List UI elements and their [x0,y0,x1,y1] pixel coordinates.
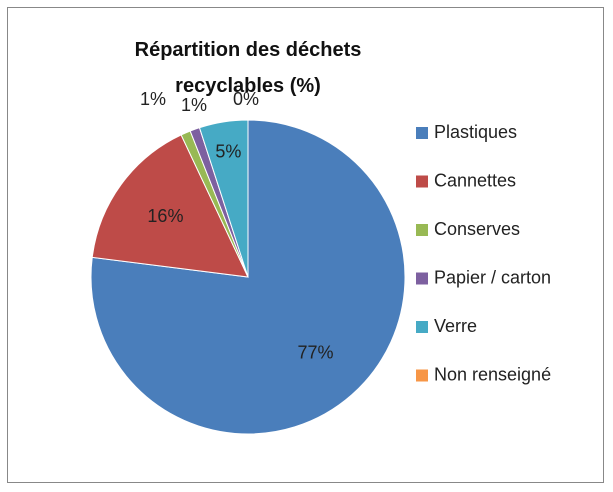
legend-swatch [416,369,428,382]
data-label: 0% [233,89,259,109]
data-label: 1% [181,95,207,115]
legend-swatch [416,175,428,188]
legend-swatch [416,321,428,333]
pie-slice [91,134,249,278]
data-label: 16% [147,206,183,226]
pie-slice [90,119,406,435]
legend-label: Conserves [434,219,520,239]
legend-label: Cannettes [434,170,516,190]
legend-swatch [416,272,428,285]
legend-label: Non renseigné [434,364,551,384]
legend-label: Verre [434,316,477,336]
legend-label: Plastiques [434,122,517,142]
data-label: 77% [297,342,333,362]
legend-swatch [416,224,428,236]
data-label: 5% [215,142,241,162]
legend-swatch [416,127,428,139]
data-label: 1% [140,89,166,109]
chart-frame [7,7,604,483]
chart-title: Répartition des déchets recyclables (%) [134,39,362,97]
legend-label: Papier / carton [434,267,551,287]
